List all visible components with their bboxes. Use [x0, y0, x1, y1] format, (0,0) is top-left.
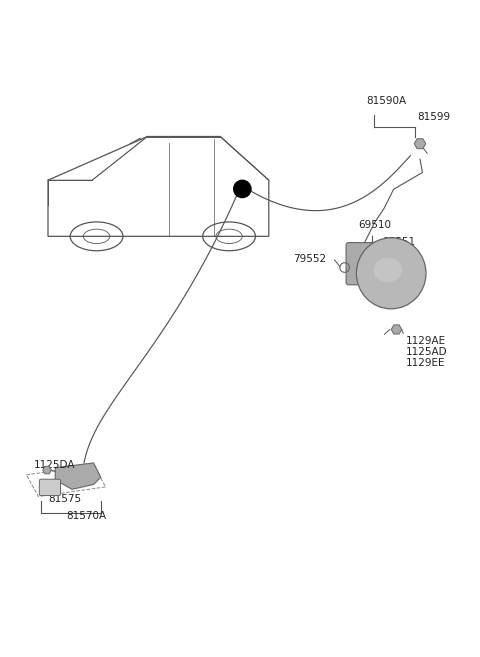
Text: 81590A: 81590A [366, 95, 407, 106]
Polygon shape [414, 139, 426, 148]
Polygon shape [43, 466, 51, 474]
Ellipse shape [373, 258, 402, 282]
Text: 1129AE: 1129AE [406, 336, 446, 346]
Text: 81570A: 81570A [66, 510, 107, 521]
FancyBboxPatch shape [39, 479, 60, 495]
Text: 79552: 79552 [293, 254, 326, 264]
Polygon shape [55, 463, 101, 489]
Text: 81599: 81599 [418, 112, 451, 122]
Text: 87551: 87551 [382, 237, 415, 247]
Text: 1125AD: 1125AD [406, 346, 447, 357]
Ellipse shape [356, 238, 426, 309]
Text: 1125DA: 1125DA [34, 461, 75, 470]
Text: 69510: 69510 [358, 220, 391, 231]
Circle shape [234, 180, 251, 198]
Text: 1129EE: 1129EE [406, 357, 445, 367]
Polygon shape [391, 325, 402, 334]
FancyBboxPatch shape [346, 242, 377, 285]
Text: 81575: 81575 [48, 494, 81, 504]
